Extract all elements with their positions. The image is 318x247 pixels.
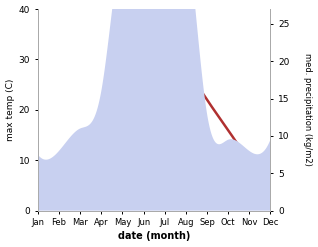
Y-axis label: med. precipitation (kg/m2): med. precipitation (kg/m2) xyxy=(303,53,313,166)
X-axis label: date (month): date (month) xyxy=(118,231,190,242)
Y-axis label: max temp (C): max temp (C) xyxy=(5,79,15,141)
